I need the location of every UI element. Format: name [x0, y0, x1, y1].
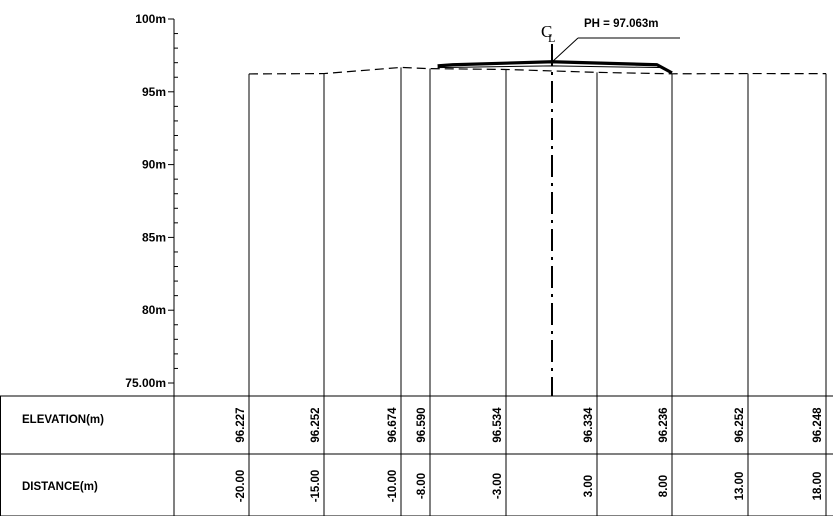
elevation-value: 96.334	[583, 407, 595, 443]
distance-value: -20.00	[235, 470, 247, 503]
svg-text:L: L	[548, 31, 555, 45]
elevation-value: 96.534	[492, 407, 504, 443]
distance-value: -3.00	[492, 473, 504, 499]
existing-ground-polyline	[248, 66, 827, 75]
elevation-value: 96.590	[416, 407, 428, 442]
elevation-tick-label: 85m	[142, 230, 166, 244]
pavement-height-label: PH = 97.063m	[584, 18, 658, 30]
distance-value: -10.00	[387, 470, 399, 503]
elevation-value: 96.248	[812, 407, 824, 443]
distance-row-label: DISTANCE(m)	[22, 481, 98, 493]
road-surface	[437, 60, 673, 75]
elevation-value: 96.236	[658, 407, 670, 442]
distance-value: 13.00	[734, 472, 746, 501]
elevation-value: 96.674	[387, 407, 399, 443]
distance-value: 18.00	[812, 472, 824, 501]
elevation-tick-label: 80m	[142, 303, 166, 317]
elevation-tick-label: 90m	[142, 158, 166, 172]
design-subgrade-line	[437, 65, 665, 69]
existing-ground-line	[248, 66, 827, 75]
elevation-row-label: ELEVATION(m)	[22, 414, 104, 426]
elevation-axis: 100m 95m 90m 85m 80m 75.00m	[125, 12, 178, 396]
distance-value: -8.00	[416, 473, 428, 499]
station-values: 96.227 -20.00 96.252 -15.00 96.674 -10.00 96.5…	[235, 407, 824, 502]
elevation-tick-label: 95m	[142, 85, 166, 99]
elevation-value: 96.252	[734, 407, 746, 442]
distance-value: 8.00	[658, 475, 670, 497]
elevation-value: 96.227	[235, 407, 247, 442]
distance-value: 3.00	[583, 475, 595, 497]
centerline-symbol: C L	[541, 22, 555, 45]
data-table	[0, 395, 833, 516]
elevation-value: 96.252	[310, 407, 322, 442]
svg-text:C: C	[541, 22, 552, 41]
station-lines	[248, 67, 827, 516]
pavement-height-leader	[551, 37, 579, 63]
elevation-tick-label: 100m	[135, 12, 166, 26]
elevation-tick-label: 75.00m	[125, 376, 166, 390]
distance-value: -15.00	[310, 470, 322, 503]
